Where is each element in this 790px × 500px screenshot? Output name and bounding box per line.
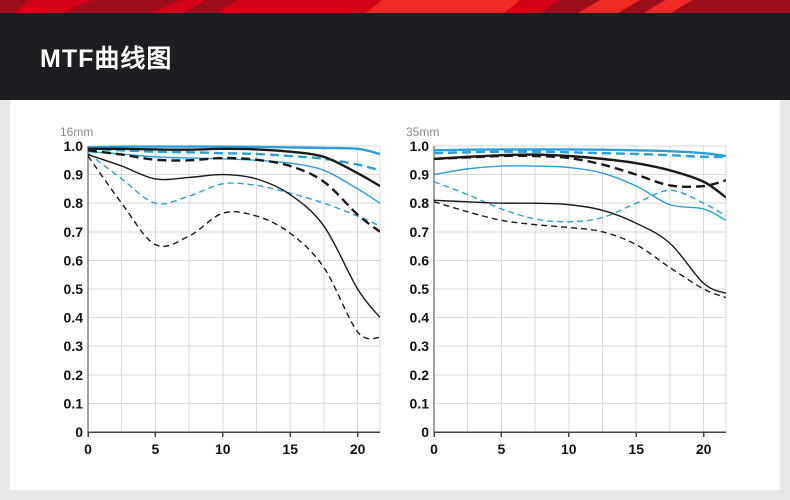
- svg-text:15: 15: [628, 441, 644, 457]
- svg-text:0.9: 0.9: [64, 167, 84, 183]
- page-title: MTF曲线图: [40, 44, 173, 73]
- svg-text:0.1: 0.1: [410, 395, 430, 411]
- chart-svg: 0 5 10 15 20 1.0 0.9 0.8 0.7 0.6 0.5 0.4 0.3 0.2 0.1 0 3…: [406, 125, 727, 457]
- chart-svg: 0 5 10 15 20 1.0 0.9 0.8 0.7 0.6 0.5 0.4 0.3 0.2 0.1 0 1…: [60, 125, 381, 457]
- content-panel: 0 5 10 15 20 1.0 0.9 0.8 0.7 0.6 0.5 0.4 0.3 0.2 0.1 0 1…: [10, 100, 780, 490]
- svg-text:0.9: 0.9: [410, 167, 430, 183]
- svg-text:0.7: 0.7: [64, 224, 84, 240]
- svg-text:0.4: 0.4: [64, 310, 84, 326]
- svg-text:0.8: 0.8: [410, 195, 430, 211]
- svg-text:0: 0: [84, 441, 92, 457]
- svg-text:0.3: 0.3: [64, 338, 84, 354]
- svg-text:0.5: 0.5: [64, 281, 84, 297]
- svg-text:0.6: 0.6: [410, 252, 430, 268]
- banner-graphic: [0, 0, 790, 13]
- svg-text:0.1: 0.1: [64, 395, 84, 411]
- svg-text:0: 0: [75, 424, 83, 440]
- mtf-chart-16mm: 0 5 10 15 20 1.0 0.9 0.8 0.7 0.6 0.5 0.4 0.3 0.2 0.1 0 1…: [58, 124, 394, 476]
- svg-text:0.2: 0.2: [64, 367, 84, 383]
- svg-text:0.7: 0.7: [410, 224, 430, 240]
- svg-text:0.4: 0.4: [410, 310, 430, 326]
- charts-row: 0 5 10 15 20 1.0 0.9 0.8 0.7 0.6 0.5 0.4 0.3 0.2 0.1 0 1…: [10, 100, 780, 476]
- svg-text:1.0: 1.0: [64, 138, 84, 154]
- svg-text:10: 10: [561, 441, 577, 457]
- svg-text:0.5: 0.5: [410, 281, 430, 297]
- header: MTF曲线图: [0, 13, 790, 100]
- svg-text:10: 10: [215, 441, 231, 457]
- svg-text:0: 0: [421, 424, 429, 440]
- svg-text:0.2: 0.2: [410, 367, 430, 383]
- svg-text:5: 5: [152, 441, 160, 457]
- svg-text:0.3: 0.3: [410, 338, 430, 354]
- svg-text:20: 20: [696, 441, 712, 457]
- svg-text:35mm: 35mm: [406, 125, 439, 139]
- svg-text:1.0: 1.0: [410, 138, 430, 154]
- decorative-red-banner: [0, 0, 790, 13]
- svg-text:0.6: 0.6: [64, 252, 84, 268]
- svg-text:15: 15: [282, 441, 298, 457]
- mtf-chart-35mm: 0 5 10 15 20 1.0 0.9 0.8 0.7 0.6 0.5 0.4 0.3 0.2 0.1 0 3…: [404, 124, 740, 476]
- svg-text:20: 20: [350, 441, 366, 457]
- svg-text:16mm: 16mm: [60, 125, 93, 139]
- svg-text:0.8: 0.8: [64, 195, 84, 211]
- svg-text:5: 5: [498, 441, 506, 457]
- svg-text:0: 0: [430, 441, 438, 457]
